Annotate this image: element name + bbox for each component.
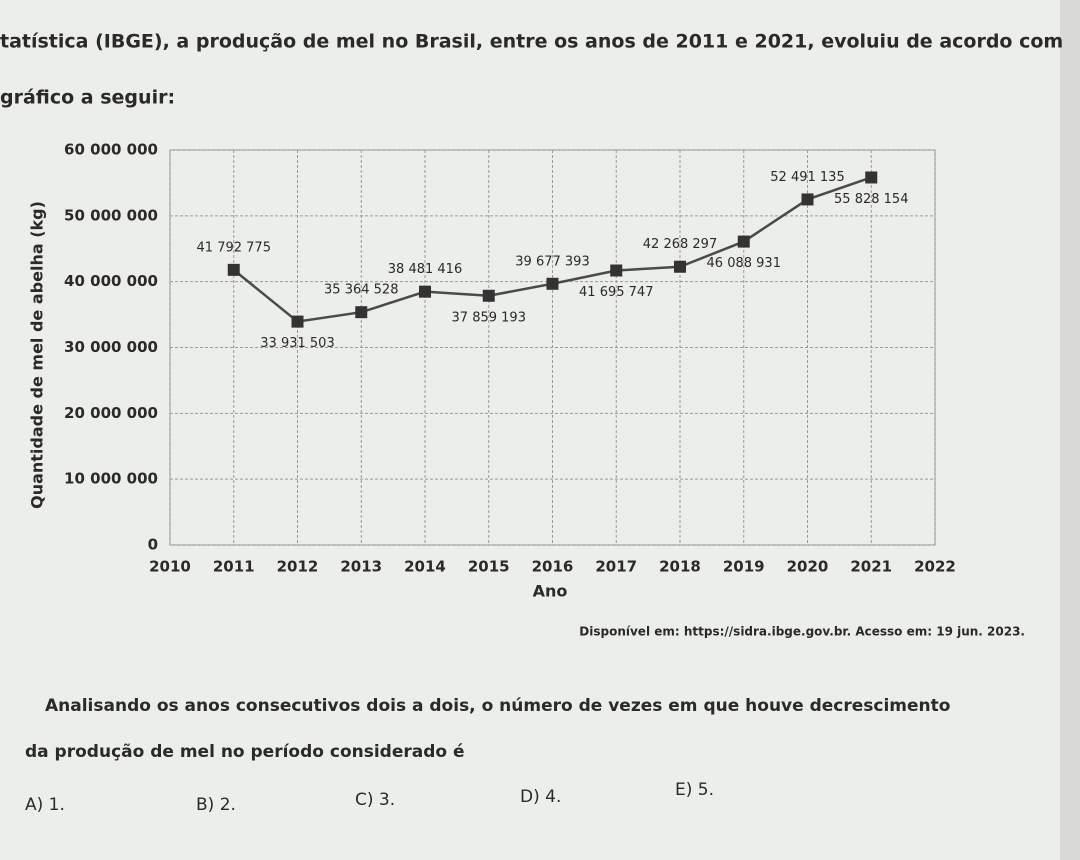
data-label: 52 491 135 (770, 170, 844, 185)
data-label: 38 481 416 (388, 262, 462, 277)
data-point (355, 306, 368, 319)
x-tick-label: 2019 (723, 558, 765, 576)
data-label: 55 828 154 (834, 192, 908, 207)
data-point (291, 315, 304, 328)
data-label: 41 792 775 (197, 240, 271, 255)
data-point (610, 264, 623, 277)
data-label: 37 859 193 (452, 310, 526, 325)
y-tick-label: 60 000 000 (64, 141, 158, 159)
x-tick-label: 2011 (213, 558, 255, 576)
x-tick-label: 2010 (149, 558, 191, 576)
y-tick-label: 40 000 000 (64, 272, 158, 290)
y-tick-label: 30 000 000 (64, 338, 158, 356)
y-tick-label: 20 000 000 (64, 404, 158, 422)
x-tick-label: 2021 (850, 558, 892, 576)
intro-line: gráfico a seguir: (0, 87, 175, 109)
option[interactable]: E) 5. (675, 780, 714, 800)
data-point (482, 289, 495, 302)
data-point (737, 235, 750, 248)
x-tick-label: 2014 (404, 558, 446, 576)
question-line: Analisando os anos consecutivos dois a d… (45, 696, 950, 716)
x-tick-label: 2022 (914, 558, 956, 576)
x-tick-label: 2017 (595, 558, 637, 576)
data-point (674, 260, 686, 273)
question-line: da produção de mel no período considerad… (25, 742, 465, 762)
x-tick-label: 2015 (468, 558, 510, 576)
data-point (801, 193, 814, 206)
option[interactable]: B) 2. (196, 795, 236, 815)
x-tick-label: 2020 (787, 558, 829, 576)
x-tick-label: 2018 (659, 558, 701, 576)
y-tick-label: 0 (148, 536, 158, 554)
x-tick-label: 2013 (340, 558, 382, 576)
data-point (227, 263, 240, 276)
data-point (546, 277, 559, 290)
x-tick-label: 2012 (277, 558, 319, 576)
data-label: 46 088 931 (707, 256, 781, 271)
data-label: 41 695 747 (579, 285, 653, 300)
y-axis-label: Quantidade de mel de abelha (kg) (28, 201, 47, 509)
y-tick-label: 10 000 000 (64, 470, 158, 488)
data-label: 39 677 393 (515, 254, 589, 269)
data-point (865, 171, 878, 184)
data-point (419, 285, 431, 298)
y-tick-label: 50 000 000 (64, 206, 158, 224)
option[interactable]: D) 4. (520, 787, 561, 807)
source: Disponível em: https://sidra.ibge.gov.br… (579, 625, 1025, 639)
x-axis-label: Ano (533, 582, 568, 601)
x-tick-label: 2016 (532, 558, 574, 576)
intro-line: tatística (IBGE), a produção de mel no B… (0, 31, 1063, 53)
data-label: 33 931 503 (260, 336, 334, 351)
option[interactable]: C) 3. (355, 790, 395, 810)
option[interactable]: A) 1. (25, 795, 65, 815)
data-label: 42 268 297 (643, 237, 717, 252)
data-label: 35 364 528 (324, 283, 398, 298)
